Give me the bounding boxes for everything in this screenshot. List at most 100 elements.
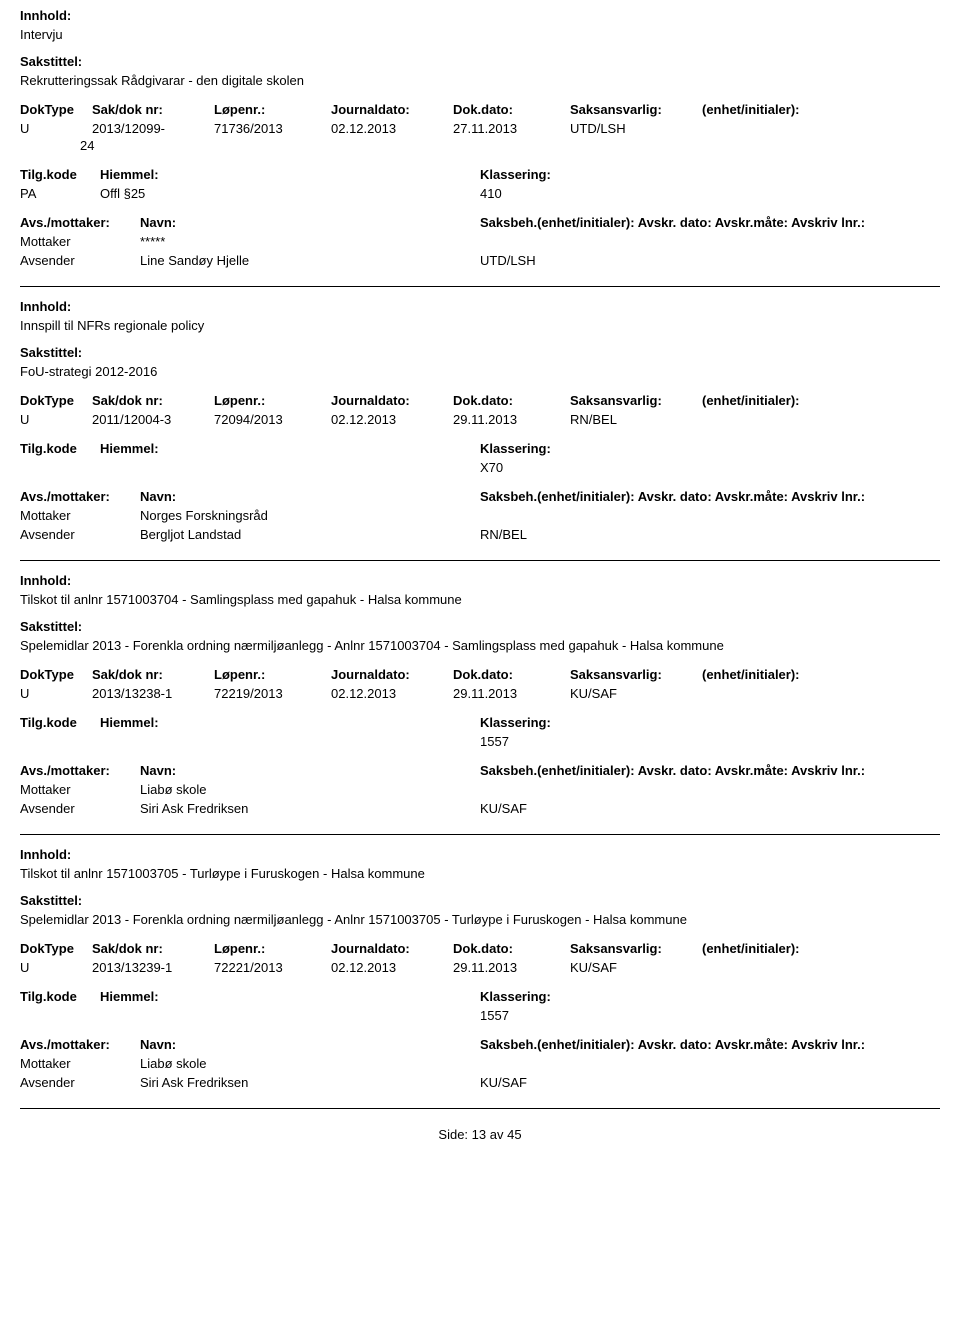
innhold-label: Innhold: bbox=[20, 847, 940, 862]
col-saksansvarlig-header: Saksansvarlig: bbox=[570, 102, 690, 117]
party-name: Liabø skole bbox=[140, 782, 480, 797]
dokdato-value: 29.11.2013 bbox=[453, 686, 558, 701]
klassering-value: X70 bbox=[480, 460, 503, 475]
innhold-text: Intervju bbox=[20, 27, 940, 42]
journaldato-value: 02.12.2013 bbox=[331, 686, 441, 701]
hjemmel-value: Offl §25 bbox=[100, 186, 145, 201]
doktype-value: U bbox=[20, 686, 80, 701]
tilgkode-label: Tilg.kode bbox=[20, 989, 100, 1004]
tilg-data-row: X70 bbox=[20, 460, 940, 475]
saksbeh-label: Saksbeh.(enhet/initialer): Avskr. dato: … bbox=[480, 489, 865, 504]
saksbeh-label: Saksbeh.(enhet/initialer): Avskr. dato: … bbox=[480, 215, 865, 230]
saksbeh-label: Saksbeh.(enhet/initialer): Avskr. dato: … bbox=[480, 763, 865, 778]
col-lopenr-header: Løpenr.: bbox=[214, 102, 319, 117]
party-name: Line Sandøy Hjelle bbox=[140, 253, 480, 268]
party-name: Siri Ask Fredriksen bbox=[140, 1075, 480, 1090]
navn-label: Navn: bbox=[140, 1037, 480, 1052]
party-header-row: Avs./mottaker: Navn: Saksbeh.(enhet/init… bbox=[20, 1037, 940, 1052]
innhold-text: Tilskot til anlnr 1571003704 - Samlingsp… bbox=[20, 592, 940, 607]
col-enhet-header: (enhet/initialer): bbox=[702, 102, 940, 117]
col-dokdato-header: Dok.dato: bbox=[453, 667, 558, 682]
col-doktype-header: DokType bbox=[20, 667, 80, 682]
column-header-row: DokType Sak/dok nr: Løpenr.: Journaldato… bbox=[20, 941, 940, 956]
sakstittel-label: Sakstittel: bbox=[20, 893, 940, 908]
col-lopenr-header: Løpenr.: bbox=[214, 393, 319, 408]
avsmottaker-label: Avs./mottaker: bbox=[20, 489, 140, 504]
avsmottaker-label: Avs./mottaker: bbox=[20, 1037, 140, 1052]
hjemmel-label: Hiemmel: bbox=[100, 989, 159, 1004]
doktype-value: U bbox=[20, 121, 80, 136]
journal-record: Innhold: Tilskot til anlnr 1571003705 - … bbox=[20, 847, 940, 1109]
journal-record: Innhold: Tilskot til anlnr 1571003704 - … bbox=[20, 573, 940, 835]
sakstittel-text: FoU-strategi 2012-2016 bbox=[20, 364, 940, 379]
party-code bbox=[480, 508, 600, 523]
party-code: KU/SAF bbox=[480, 801, 600, 816]
sakstittel-label: Sakstittel: bbox=[20, 345, 940, 360]
party-code: RN/BEL bbox=[480, 527, 600, 542]
journaldato-value: 02.12.2013 bbox=[331, 960, 441, 975]
sakdoknr-line2: 24 bbox=[80, 138, 940, 153]
tilg-header-row: Tilg.kode Hiemmel: Klassering: bbox=[20, 167, 940, 182]
lopenr-value: 72094/2013 bbox=[214, 412, 319, 427]
klassering-value: 410 bbox=[480, 186, 502, 201]
klassering-value: 1557 bbox=[480, 734, 509, 749]
sakdoknr-value: 2013/12099- bbox=[92, 121, 202, 136]
footer-label: Side: bbox=[438, 1127, 468, 1142]
journaldato-value: 02.12.2013 bbox=[331, 121, 441, 136]
col-dokdato-header: Dok.dato: bbox=[453, 102, 558, 117]
col-doktype-header: DokType bbox=[20, 941, 80, 956]
party-code bbox=[480, 1056, 600, 1071]
klassering-label: Klassering: bbox=[480, 167, 551, 182]
col-doktype-header: DokType bbox=[20, 393, 80, 408]
party-name: Siri Ask Fredriksen bbox=[140, 801, 480, 816]
party-header-row: Avs./mottaker: Navn: Saksbeh.(enhet/init… bbox=[20, 489, 940, 504]
sakstittel-label: Sakstittel: bbox=[20, 619, 940, 634]
hjemmel-label: Hiemmel: bbox=[100, 167, 159, 182]
navn-label: Navn: bbox=[140, 489, 480, 504]
journaldato-value: 02.12.2013 bbox=[331, 412, 441, 427]
col-journaldato-header: Journaldato: bbox=[331, 393, 441, 408]
hjemmel-label: Hiemmel: bbox=[100, 715, 159, 730]
party-row: Avsender Siri Ask Fredriksen KU/SAF bbox=[20, 1075, 940, 1090]
col-sakdoknr-header: Sak/dok nr: bbox=[92, 941, 202, 956]
column-header-row: DokType Sak/dok nr: Løpenr.: Journaldato… bbox=[20, 393, 940, 408]
klassering-label: Klassering: bbox=[480, 441, 551, 456]
party-row: Mottaker Liabø skole bbox=[20, 782, 940, 797]
column-header-row: DokType Sak/dok nr: Løpenr.: Journaldato… bbox=[20, 667, 940, 682]
tilg-header-row: Tilg.kode Hiemmel: Klassering: bbox=[20, 989, 940, 1004]
col-saksansvarlig-header: Saksansvarlig: bbox=[570, 667, 690, 682]
innhold-text: Innspill til NFRs regionale policy bbox=[20, 318, 940, 333]
doktype-value: U bbox=[20, 960, 80, 975]
party-role: Mottaker bbox=[20, 234, 140, 249]
sakdoknr-value: 2013/13239-1 bbox=[92, 960, 202, 975]
klassering-value: 1557 bbox=[480, 1008, 509, 1023]
party-row: Avsender Line Sandøy Hjelle UTD/LSH bbox=[20, 253, 940, 268]
col-dokdato-header: Dok.dato: bbox=[453, 393, 558, 408]
tilgkode-value bbox=[20, 734, 100, 749]
col-lopenr-header: Løpenr.: bbox=[214, 667, 319, 682]
hjemmel-label: Hiemmel: bbox=[100, 441, 159, 456]
party-row: Avsender Siri Ask Fredriksen KU/SAF bbox=[20, 801, 940, 816]
saksbeh-label: Saksbeh.(enhet/initialer): Avskr. dato: … bbox=[480, 1037, 865, 1052]
main-data-row: U 2011/12004-3 72094/2013 02.12.2013 29.… bbox=[20, 412, 940, 427]
party-name: Bergljot Landstad bbox=[140, 527, 480, 542]
avsmottaker-label: Avs./mottaker: bbox=[20, 763, 140, 778]
party-role: Mottaker bbox=[20, 1056, 140, 1071]
avsmottaker-label: Avs./mottaker: bbox=[20, 215, 140, 230]
col-lopenr-header: Løpenr.: bbox=[214, 941, 319, 956]
col-enhet-header: (enhet/initialer): bbox=[702, 667, 940, 682]
tilg-data-row: 1557 bbox=[20, 734, 940, 749]
sakstittel-label: Sakstittel: bbox=[20, 54, 940, 69]
col-saksansvarlig-header: Saksansvarlig: bbox=[570, 941, 690, 956]
footer-page: 13 bbox=[472, 1127, 486, 1142]
main-data-row: U 2013/13238-1 72219/2013 02.12.2013 29.… bbox=[20, 686, 940, 701]
navn-label: Navn: bbox=[140, 763, 480, 778]
column-header-row: DokType Sak/dok nr: Løpenr.: Journaldato… bbox=[20, 102, 940, 117]
col-enhet-header: (enhet/initialer): bbox=[702, 941, 940, 956]
sakstittel-text: Spelemidlar 2013 - Forenkla ordning nærm… bbox=[20, 638, 940, 653]
party-code: KU/SAF bbox=[480, 1075, 600, 1090]
party-role: Avsender bbox=[20, 801, 140, 816]
sakstittel-text: Spelemidlar 2013 - Forenkla ordning nærm… bbox=[20, 912, 940, 927]
tilg-header-row: Tilg.kode Hiemmel: Klassering: bbox=[20, 441, 940, 456]
footer-of: av bbox=[490, 1127, 504, 1142]
